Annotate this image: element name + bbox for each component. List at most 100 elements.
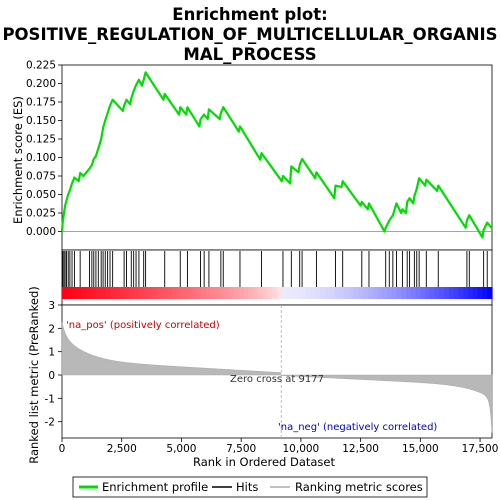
heatmap-segment [477, 287, 484, 299]
heatmap-segment [262, 287, 269, 299]
heatmap-segment [320, 287, 326, 299]
heatmap-segment [315, 287, 321, 299]
heatmap-segment [176, 287, 183, 299]
heatmap-segment [85, 287, 92, 299]
heatmap-segment [62, 287, 68, 299]
heatmap-segment [243, 287, 249, 299]
heatmap-segment [272, 287, 278, 299]
x-tick-label: 2,500 [107, 443, 137, 455]
heatmap-segment [81, 287, 87, 299]
ranking-metric-area [61, 322, 493, 433]
metric-y-tick-label: 0 [48, 370, 55, 382]
es-y-tick-label: 0.200 [26, 78, 56, 90]
metric-y-axis-label: Ranked list metric (PreRanked) [27, 286, 41, 464]
heatmap-segment [429, 287, 436, 299]
metric-y-tick-label: 3 [48, 300, 55, 312]
heatmap-segment [238, 287, 245, 299]
heatmap-segment [458, 287, 464, 299]
heatmap-segment [410, 287, 417, 299]
es-y-tick-label: 0.175 [26, 97, 56, 109]
heatmap-segment [95, 287, 101, 299]
heatmap-segment [463, 287, 469, 299]
heatmap-segment [286, 287, 292, 299]
heatmap-segment [167, 287, 173, 299]
heatmap-segment [372, 287, 378, 299]
heatmap-segment [248, 287, 254, 299]
heatmap-segment [76, 287, 82, 299]
heatmap-segment [324, 287, 331, 299]
es-panel-frame [61, 64, 493, 251]
legend: Enrichment profile Hits Ranking metric s… [72, 476, 428, 498]
heatmap-segment [224, 287, 230, 299]
negative-correlation-label: 'na_neg' (negatively correlated) [278, 422, 437, 433]
heatmap-segment [386, 287, 393, 299]
es-y-tick-label: 0.125 [26, 134, 56, 146]
heatmap-segment [205, 287, 211, 299]
heatmap-segment [109, 287, 116, 299]
x-axis-label: Rank in Ordered Dataset [193, 455, 336, 469]
heatmap-segment [444, 287, 450, 299]
heatmap-segment [229, 287, 235, 299]
heatmap-segment [482, 287, 488, 299]
heatmap-segment [391, 287, 398, 299]
x-tick-label: 10,000 [283, 443, 320, 455]
hits-layer [62, 251, 488, 287]
es-y-axis-label: Enrichment score (ES) [11, 96, 25, 224]
metric-y-tick-label: -1 [45, 393, 55, 405]
metric-y-tick-label: 1 [48, 347, 55, 359]
heatmap-segment [300, 287, 307, 299]
x-tick-label: 0 [59, 443, 66, 455]
heatmap-segment [148, 287, 154, 299]
heatmap-segment [434, 287, 441, 299]
heatmap-segment [468, 287, 474, 299]
legend-metric-label: Ranking metric scores [295, 480, 423, 494]
heatmap-segment [138, 287, 144, 299]
es-layer: 0.000 0.025 0.050 0.075 0.100 0.125 0.150 0.175… [26, 60, 493, 239]
metric-y-tick-label: -2 [45, 417, 55, 429]
heatmap-segment [449, 287, 455, 299]
metric-y-tick-label: 2 [48, 323, 55, 335]
heatmap-segment [291, 287, 297, 299]
heatmap-segment [415, 287, 421, 299]
heatmap-segment [214, 287, 221, 299]
chart-title-line-3: MAL_PROCESS [183, 45, 316, 64]
x-tick-label: 17,500 [462, 443, 499, 455]
x-axis-ticks: 0 2,500 5,000 7,500 10,000 12,500 15,000 17,500 [59, 438, 499, 455]
es-y-tick-label: 0.100 [26, 152, 56, 164]
es-y-tick-label: 0.225 [26, 60, 56, 72]
heatmap-segment [71, 287, 77, 299]
heatmap-segment [219, 287, 226, 299]
positive-correlation-label: 'na_pos' (positively correlated) [66, 320, 220, 331]
heatmap-segment [162, 287, 168, 299]
x-tick-label: 7,500 [226, 443, 256, 455]
es-y-tick-label: 0.050 [26, 189, 56, 201]
heatmap-segment [425, 287, 431, 299]
legend-es-label: Enrichment profile [102, 480, 208, 494]
heatmap-segment [124, 287, 130, 299]
heatmap-segment [382, 287, 388, 299]
heatmap-segment [305, 287, 312, 299]
es-y-tick-label: 0.025 [26, 208, 56, 220]
heatmap-segment [363, 287, 369, 299]
heatmap-segment [257, 287, 264, 299]
es-y-tick-label: 0.000 [26, 226, 56, 238]
heatmap-segment [171, 287, 178, 299]
heatmap-segment [472, 287, 479, 299]
chart-title-line-2: POSITIVE_REGULATION_OF_MULTICELLULAR_ORG… [2, 25, 497, 44]
heatmap-segment [100, 287, 106, 299]
es-y-tick-label: 0.075 [26, 171, 56, 183]
chart-title-line-1: Enrichment plot: [172, 5, 327, 24]
heatmap-segment [157, 287, 163, 299]
heatmap-segment [358, 287, 364, 299]
heatmap-segment [277, 287, 283, 299]
legend-frame [72, 476, 428, 498]
heatmap-segment [143, 287, 149, 299]
heatmap-segment [128, 287, 135, 299]
heatmap-segment [191, 287, 197, 299]
heatmap-segment [339, 287, 345, 299]
heatmap-segment [105, 287, 111, 299]
es-y-tick-label: 0.150 [26, 115, 56, 127]
heatmap-segment [420, 287, 426, 299]
heatmap-segment [186, 287, 192, 299]
heatmap-segment [439, 287, 445, 299]
